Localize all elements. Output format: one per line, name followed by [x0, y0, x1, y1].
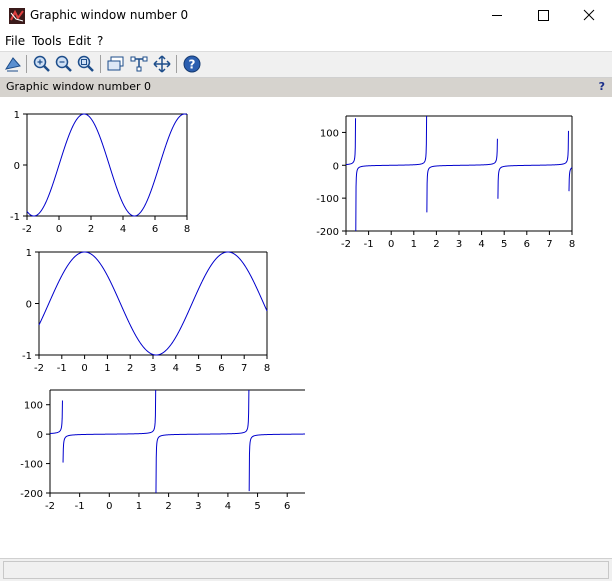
x-tick-label: 4 — [120, 224, 126, 235]
minimize-button[interactable] — [474, 0, 520, 31]
menu-bar: File Tools Edit ? — [0, 31, 612, 52]
close-icon — [583, 9, 595, 21]
y-tick-label: 100 — [24, 401, 43, 412]
y-tick-label: 1 — [14, 110, 20, 121]
x-tick-label: 4 — [478, 239, 484, 250]
x-tick-label: 1 — [136, 501, 142, 512]
graphic-canvas[interactable]: -2 0 2 4 6 8 1 0 -1 -2 -1 0 1 2 3 4 5 6 7 8 100 0 -100 -200 -2 -1… — [0, 97, 612, 558]
x-tick-label: 6 — [218, 363, 224, 374]
x-tick-label: 3 — [195, 501, 201, 512]
x-tick-label: 6 — [284, 501, 290, 512]
x-tick-label: 5 — [501, 239, 507, 250]
series-line — [38, 251, 268, 356]
info-bar: Graphic window number 0 ? — [0, 78, 612, 97]
subplot-2: -2 -1 0 1 2 3 4 5 6 7 8 100 0 -100 -200 — [316, 115, 575, 250]
x-tick-label: 2 — [88, 224, 94, 235]
y-tick-label: -1 — [10, 212, 20, 223]
y-tick-label: -200 — [316, 227, 339, 238]
x-tick-label: 8 — [569, 239, 575, 250]
x-tick-label: -1 — [364, 239, 374, 250]
toolbar: ? — [0, 52, 612, 78]
series-line — [345, 115, 573, 232]
menu-edit[interactable]: Edit — [68, 34, 92, 48]
subplot-1: -2 0 2 4 6 810-1 — [10, 110, 190, 235]
x-tick-label: 2 — [165, 501, 171, 512]
zoom-fit-button[interactable] — [76, 54, 96, 74]
help-button[interactable]: ? — [182, 54, 202, 74]
y-tick-label: 100 — [320, 128, 339, 139]
zoom-in-button[interactable] — [32, 54, 52, 74]
x-tick-label: 7 — [241, 363, 247, 374]
x-tick-label: 6 — [524, 239, 530, 250]
datatip-icon — [107, 56, 124, 71]
info-help-icon[interactable]: ? — [598, 80, 605, 93]
menu-tools[interactable]: Tools — [32, 34, 62, 48]
rotate-icon — [4, 57, 21, 72]
subplot-4: -2 -1 0 1 2 3 4 5 6 100 0 -100 -200 — [20, 389, 305, 512]
x-tick-label: 0 — [81, 363, 87, 374]
help-icon: ? — [183, 55, 201, 73]
y-tick-label: -100 — [316, 194, 339, 205]
x-tick-label: -2 — [45, 501, 55, 512]
x-tick-label: 3 — [150, 363, 156, 374]
x-tick-label: 4 — [173, 363, 179, 374]
pan-button[interactable] — [152, 54, 172, 74]
menu-help[interactable]: ? — [97, 34, 104, 48]
y-tick-label: 1 — [26, 248, 32, 259]
x-tick-label: 2 — [127, 363, 133, 374]
minimize-icon — [492, 15, 502, 16]
x-tick-label: 6 — [152, 224, 158, 235]
subplot-3: -2 -1 0 1 2 3 4 5 6 7 810-1 — [22, 248, 270, 374]
x-tick-label: -1 — [75, 501, 85, 512]
x-tick-label: 1 — [104, 363, 110, 374]
x-tick-label: 0 — [106, 501, 112, 512]
x-tick-label: -2 — [341, 239, 351, 250]
x-tick-label: 3 — [456, 239, 462, 250]
zoom-fit-icon — [77, 55, 94, 72]
datatip-button[interactable] — [106, 54, 126, 74]
x-tick-label: 7 — [546, 239, 552, 250]
series-line — [49, 389, 305, 494]
window-title: Graphic window number 0 — [30, 8, 189, 22]
zoom-out-icon — [55, 55, 72, 72]
x-tick-label: -2 — [22, 224, 32, 235]
x-tick-label: 8 — [264, 363, 270, 374]
y-tick-label: -1 — [22, 351, 32, 362]
y-tick-label: -100 — [20, 460, 43, 471]
series-line — [26, 113, 188, 217]
status-field — [3, 561, 609, 579]
y-tick-label: -200 — [20, 489, 43, 500]
x-tick-label: 0 — [56, 224, 62, 235]
x-tick-label: 8 — [184, 224, 190, 235]
x-tick-label: 1 — [411, 239, 417, 250]
x-tick-label: -2 — [34, 363, 44, 374]
menu-file[interactable]: File — [5, 34, 26, 48]
rotate-button[interactable] — [3, 54, 23, 74]
scilab-app-icon — [9, 8, 25, 24]
status-bar — [0, 558, 612, 581]
y-tick-label: 0 — [14, 161, 20, 172]
x-tick-label: 5 — [195, 363, 201, 374]
edit-curve-icon — [130, 56, 148, 72]
x-tick-label: 4 — [225, 501, 231, 512]
edit-curve-button[interactable] — [129, 54, 149, 74]
x-tick-label: 5 — [254, 501, 260, 512]
y-tick-label: 0 — [333, 161, 339, 172]
x-tick-label: -1 — [57, 363, 67, 374]
close-button[interactable] — [566, 0, 612, 31]
info-bar-text: Graphic window number 0 — [6, 80, 151, 93]
maximize-icon — [538, 10, 549, 21]
zoom-out-button[interactable] — [54, 54, 74, 74]
y-tick-label: 0 — [37, 430, 43, 441]
y-tick-label: 0 — [26, 300, 32, 311]
x-tick-label: 0 — [388, 239, 394, 250]
svg-text:?: ? — [189, 58, 196, 72]
maximize-button[interactable] — [520, 0, 566, 31]
pan-arrows-icon — [153, 55, 171, 73]
title-bar: Graphic window number 0 — [0, 0, 612, 31]
zoom-in-icon — [33, 55, 50, 72]
x-tick-label: 2 — [433, 239, 439, 250]
